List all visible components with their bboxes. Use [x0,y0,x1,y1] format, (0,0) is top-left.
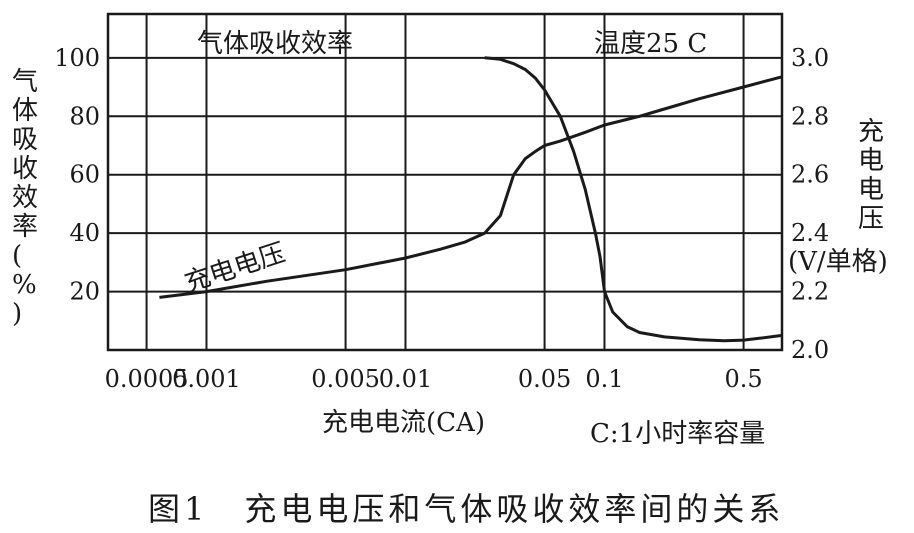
y-right-tick-label: 2.0 [791,336,829,364]
y-right-tick-label: 2.2 [791,278,829,306]
x-tick-label: 0.5 [724,365,762,393]
x-tick-label: 0.05 [518,365,571,393]
series-label-voltage: 充电电压 [181,238,289,299]
grid [108,14,782,350]
y-axis-label-left: 气体吸收效率(%) [12,67,38,329]
y-axis-unit-right: (V/单格) [788,247,888,277]
x-tick-label: 0.01 [379,365,432,393]
y-left-tick-label: 80 [69,102,100,130]
x-tick-label: 0.1 [585,365,623,393]
plot-frame [106,12,784,352]
x-tick-label: 0.005 [311,365,380,393]
series-line-voltage [159,75,783,299]
y-left-tick-label: 100 [54,44,100,72]
y-axis-label-right: 充电电压 [858,117,884,234]
y-right-tick-label: 2.4 [791,219,829,247]
series-line-absorption [484,56,783,343]
x-tick-label: 0.0005 [105,365,189,393]
x-axis-note: C:1小时率容量 [590,419,765,449]
plot-title: 气体吸收效率 [197,29,353,59]
y-left-tick-label: 20 [69,278,100,306]
temperature-condition: 温度25 C [594,29,707,59]
y-left-tick-label: 60 [69,161,100,189]
figure-caption: 图1 充电电压和气体吸收效率间的关系 [148,490,784,528]
y-right-tick-label: 2.8 [791,102,829,130]
x-axis-label: 充电电流(CA) [322,408,485,438]
x-tick-label: 0.001 [172,365,241,393]
y-right-tick-label: 3.0 [791,44,829,72]
y-right-tick-label: 2.6 [791,161,829,189]
y-left-tick-label: 40 [69,219,100,247]
series-lines [159,56,783,343]
